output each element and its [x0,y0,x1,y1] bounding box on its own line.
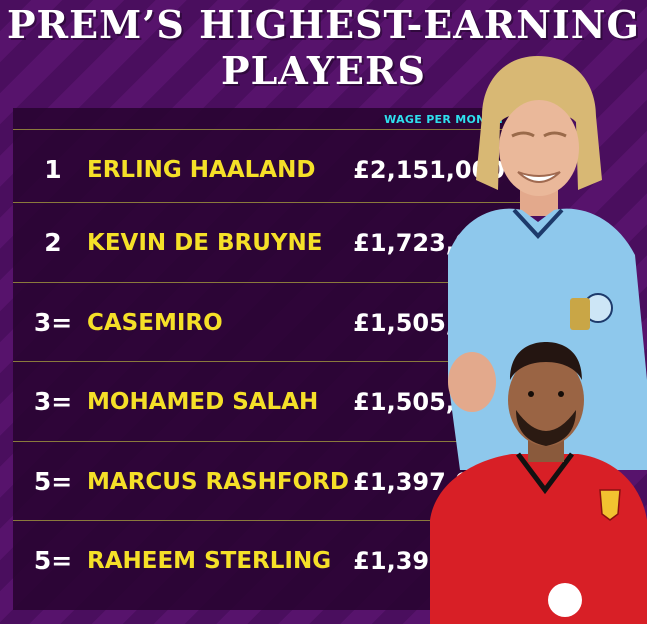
rank-label: 2 [44,228,62,257]
player-name: MOHAMED SALAH [87,389,319,415]
casemiro-figure [430,342,647,624]
player-cutout-image [430,56,647,624]
haaland-figure [448,56,647,470]
player-name: KEVIN DE BRUYNE [87,230,323,256]
chart-title: PREM’S HIGHEST-EARNING PLAYERS [0,2,647,94]
player-name: MARCUS RASHFORD [87,469,349,495]
wage-column-header: WAGE PER MONTH [384,113,503,126]
rank-label: 1 [44,155,62,184]
rank-label: 3= [33,387,73,416]
title-line-1: PREM’S HIGHEST-EARNING [6,2,640,47]
player-name: RAHEEM STERLING [87,548,332,574]
rank-label: 3= [33,308,73,337]
rank-label: 5= [33,546,73,575]
rank-label: 5= [33,467,73,496]
title-line-2: PLAYERS [221,48,426,93]
table-row: 3= CASEMIRO £1,505,000 [13,282,521,362]
player-name: CASEMIRO [87,310,223,336]
player-name: ERLING HAALAND [87,157,316,183]
